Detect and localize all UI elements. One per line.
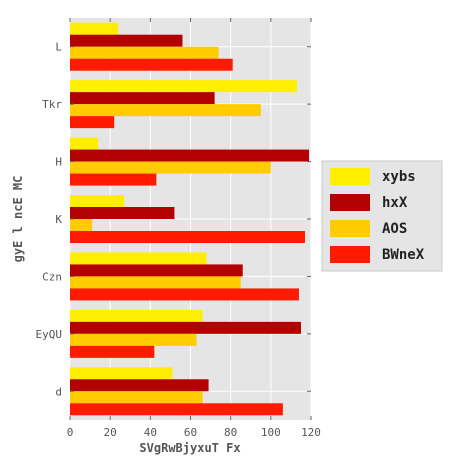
- bar-BWneX-K: [70, 231, 305, 243]
- bar-hxX-H: [70, 149, 309, 162]
- legend-label: hxX: [382, 195, 408, 211]
- legend-swatch: [330, 246, 370, 263]
- bar-xybs-Tkr: [70, 80, 297, 93]
- y-tick-label: K: [55, 213, 62, 226]
- legend-swatch: [330, 194, 370, 211]
- y-tick-label: EyQU: [36, 328, 63, 341]
- bar-hxX-Czn: [70, 264, 243, 277]
- bar-hxX-EyQU: [70, 321, 301, 334]
- y-tick-label: d: [55, 385, 62, 398]
- bar-hxX-K: [70, 207, 175, 219]
- legend-swatch: [330, 168, 370, 185]
- bar-BWneX-d: [70, 403, 283, 416]
- x-tick-label: 120: [301, 426, 321, 439]
- axis-ticks: [69, 18, 312, 420]
- bar-AOS-EyQU: [70, 333, 197, 346]
- legend-swatch: [330, 220, 370, 237]
- legend-label: AOS: [382, 221, 407, 237]
- bar-AOS-L: [70, 46, 219, 59]
- bar-BWneX-Czn: [70, 288, 299, 301]
- bar-xybs-L: [70, 22, 119, 35]
- x-tick-label: 0: [67, 426, 74, 439]
- y-tick-label: L: [55, 41, 62, 54]
- x-axis-label: SVgRwBjyxuT Fx: [139, 441, 240, 455]
- legend-label: xybs: [382, 169, 416, 185]
- y-tick-label: H: [55, 156, 62, 169]
- bar-BWneX-Tkr: [70, 116, 115, 129]
- x-tick-label: 80: [224, 426, 237, 439]
- legend: xybs hxX AOS BWneX: [321, 160, 443, 272]
- y-tick-label: Czn: [42, 270, 62, 283]
- legend-label: BWneX: [382, 247, 425, 263]
- bar-xybs-K: [70, 195, 125, 207]
- bar-xybs-EyQU: [70, 309, 203, 322]
- bar-BWneX-L: [70, 58, 233, 71]
- x-tick-labels: 0 20 40 60 80 100 120: [67, 426, 321, 439]
- x-tick-label: 20: [104, 426, 117, 439]
- bar-AOS-K: [70, 219, 93, 231]
- bar-hxX-d: [70, 379, 209, 392]
- x-tick-label: 100: [261, 426, 281, 439]
- bar-hxX-Tkr: [70, 92, 215, 105]
- bars: [70, 22, 309, 416]
- legend-items: xybs hxX AOS BWneX: [330, 168, 425, 263]
- bar-xybs-H: [70, 137, 99, 150]
- bar-xybs-d: [70, 367, 173, 380]
- bar-AOS-Tkr: [70, 104, 261, 117]
- bar-AOS-d: [70, 391, 203, 404]
- bar-BWneX-H: [70, 173, 157, 186]
- bar-hxX-L: [70, 34, 183, 47]
- bar-xybs-Czn: [70, 252, 207, 265]
- y-tick-label: Tkr: [42, 98, 62, 111]
- x-tick-label: 60: [184, 426, 197, 439]
- x-tick-label: 40: [144, 426, 157, 439]
- y-tick-labels: L Tkr H K Czn EyQU d: [36, 41, 63, 399]
- bar-BWneX-EyQU: [70, 345, 155, 358]
- bar-AOS-H: [70, 161, 271, 174]
- y-axis-label: gyE l ncE MC: [11, 176, 25, 263]
- bar-AOS-Czn: [70, 276, 241, 289]
